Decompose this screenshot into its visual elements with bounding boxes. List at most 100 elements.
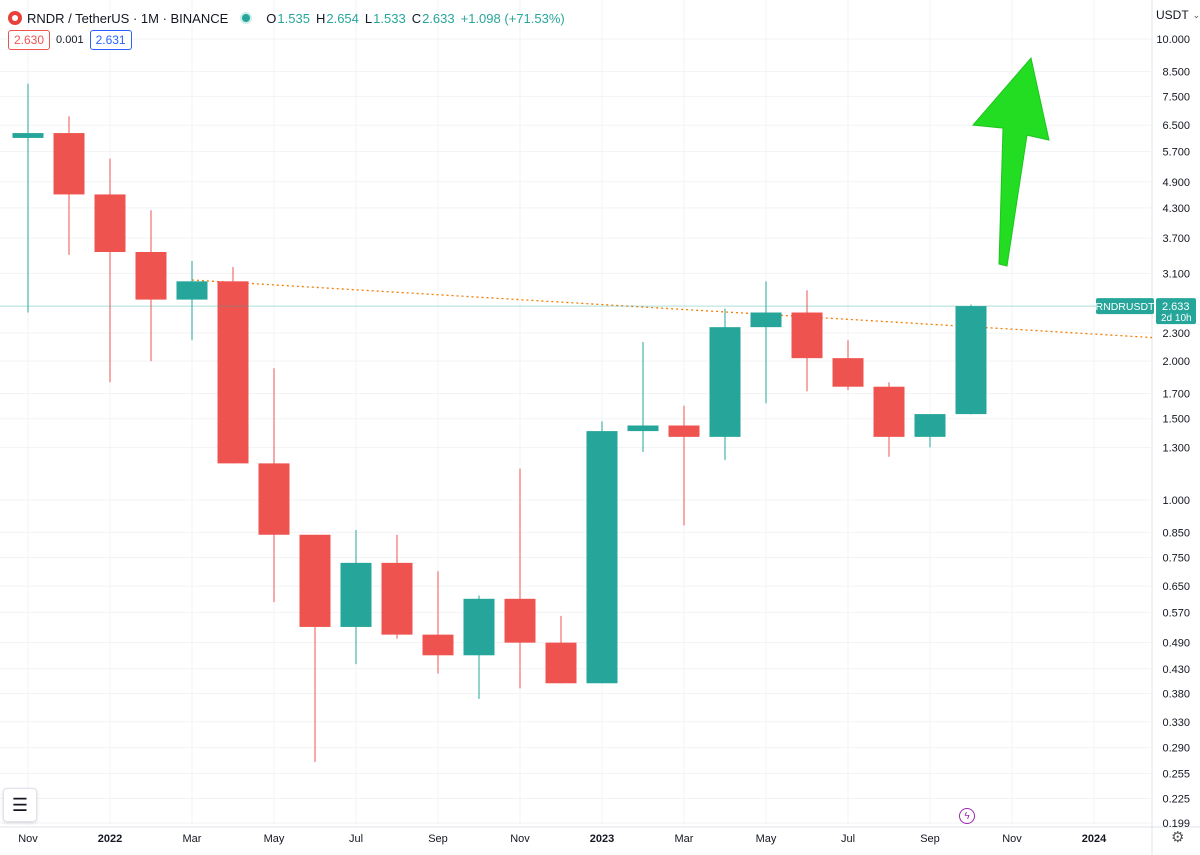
candle <box>12 83 44 313</box>
time-tick-label: 2023 <box>590 833 614 845</box>
candle-body <box>12 133 44 138</box>
symbol-tag-bg <box>1096 298 1154 315</box>
candle <box>258 368 290 603</box>
time-tick-label: May <box>264 833 285 845</box>
candle-body <box>340 562 372 627</box>
price-tick-label: 1.700 <box>1162 389 1190 401</box>
time-tick-label: Jul <box>349 833 363 845</box>
time-tick-label: Nov <box>510 833 530 845</box>
price-tick-label: 0.290 <box>1162 743 1190 755</box>
time-tick-label: Nov <box>1002 833 1022 845</box>
gear-icon[interactable]: ⚙ <box>1171 829 1185 846</box>
candle-body <box>94 194 126 253</box>
candle-body <box>299 534 331 627</box>
price-tag-value: 2.633 <box>1162 301 1190 313</box>
buy-price-button[interactable]: 2.631 <box>89 30 132 50</box>
resistance-trendline <box>191 279 1153 339</box>
market-open-dot-icon <box>242 14 251 22</box>
price-tick-label: 10.000 <box>1156 34 1190 46</box>
sell-price-button[interactable]: 2.630 <box>8 30 51 50</box>
low-value: 1.533 <box>373 10 406 26</box>
candle-body <box>422 634 454 656</box>
candle <box>955 304 987 415</box>
candle-body <box>709 327 741 437</box>
open-value: 1.535 <box>277 10 310 26</box>
candle <box>381 534 413 639</box>
symbol-tag-label: RNDRUSDT <box>1096 301 1156 313</box>
open-label: O <box>266 10 277 26</box>
price-tick-label: 2.000 <box>1162 356 1190 368</box>
candle <box>627 342 659 453</box>
candle-body <box>504 598 536 643</box>
candle-body <box>176 281 208 300</box>
price-tick-label: 8.500 <box>1162 67 1190 79</box>
candle <box>422 571 454 674</box>
price-tick-label: 0.490 <box>1162 638 1190 650</box>
price-tick-label: 0.199 <box>1162 818 1190 830</box>
candle <box>914 414 946 448</box>
price-tick-label: 4.900 <box>1162 177 1190 189</box>
high-label: H <box>315 10 326 26</box>
up-arrow-annotation <box>971 57 1050 267</box>
price-tick-label: 7.500 <box>1162 92 1190 104</box>
candle <box>832 340 864 391</box>
close-label: C <box>411 10 422 26</box>
price-tag-bg <box>1156 298 1196 325</box>
candle-body <box>463 598 495 656</box>
candle-body <box>668 425 700 437</box>
candle-body <box>135 252 167 300</box>
candle <box>463 595 495 699</box>
time-tick-label: Mar <box>183 833 202 845</box>
candle <box>340 530 372 665</box>
price-tick-label: 0.650 <box>1162 581 1190 593</box>
time-tick-label: Mar <box>675 833 694 845</box>
price-tag-countdown: 2d 10h <box>1161 313 1192 324</box>
price-tick-label: 3.100 <box>1162 268 1190 280</box>
price-tick-label: 6.500 <box>1162 120 1190 132</box>
candle-body <box>258 463 290 535</box>
price-tick-label: 2.300 <box>1162 328 1190 340</box>
candle <box>791 290 823 392</box>
candle <box>709 308 741 461</box>
high-value: 2.654 <box>326 10 359 26</box>
time-tick-label: Sep <box>920 833 940 845</box>
candle-body <box>791 312 823 359</box>
candle-body <box>873 386 905 437</box>
candle-body <box>381 562 413 635</box>
change-value: +1.098 (+71.53%) <box>460 10 565 26</box>
price-tick-label: 0.850 <box>1162 527 1190 539</box>
time-tick-label: Sep <box>428 833 448 845</box>
price-axis[interactable]: 10.000 8.500 7.500 6.500 5.700 4.900 4.300 3.70… <box>1156 34 1190 830</box>
price-tick-label: 1.300 <box>1162 442 1190 454</box>
price-tick-label: 3.700 <box>1162 233 1190 245</box>
candle-body <box>586 431 618 684</box>
time-axis[interactable]: Nov 2022 Mar May Jul Sep Nov 2023 Mar May Jul Sep No… <box>18 833 1107 845</box>
candle-body <box>955 306 987 415</box>
price-tick-label: 0.225 <box>1162 793 1190 805</box>
candle <box>53 116 85 255</box>
object-tree-icon[interactable]: ☰ <box>3 788 37 822</box>
lightning-icon[interactable]: ϟ <box>959 808 975 824</box>
close-value: 2.633 <box>422 10 455 26</box>
time-tick-label: Nov <box>18 833 38 845</box>
candle <box>176 260 208 341</box>
candle <box>217 267 249 464</box>
symbol-title[interactable]: RNDR / TetherUS · 1M · BINANCE <box>27 10 229 26</box>
trendline-layer <box>191 279 1153 339</box>
time-tick-label: May <box>756 833 777 845</box>
currency-selector[interactable]: USDT ⌄ <box>1156 8 1200 22</box>
price-tick-label: 5.700 <box>1162 147 1190 159</box>
candle-body <box>832 358 864 387</box>
rndr-logo-icon <box>8 11 22 25</box>
price-tick-label: 0.255 <box>1162 768 1190 780</box>
candle <box>504 468 536 689</box>
candle-body <box>914 414 946 437</box>
spread-value: 0.001 <box>56 34 84 46</box>
candles-layer <box>12 83 987 762</box>
price-tick-label: 1.500 <box>1162 414 1190 426</box>
candle-body <box>627 425 659 432</box>
candle <box>135 210 167 362</box>
